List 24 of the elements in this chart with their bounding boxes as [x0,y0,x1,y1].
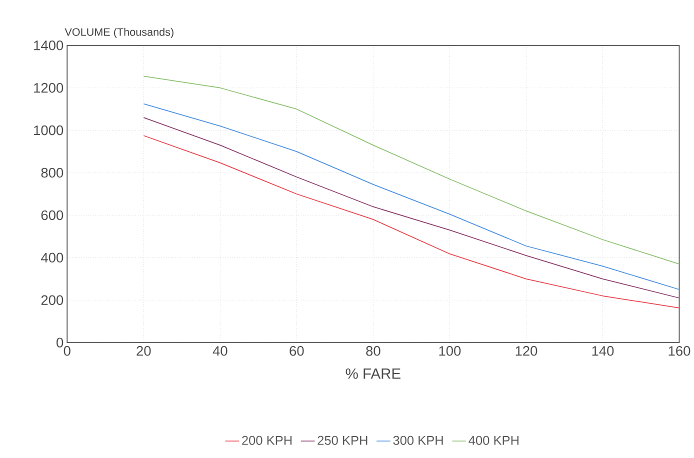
x-tick-label: 160 [668,346,690,356]
y-tick-label: 400 [40,252,64,263]
legend-label: 200 KPH [242,436,292,445]
y-axis-title: VOLUME (Thousands) [64,28,174,38]
x-tick-label: 60 [290,346,304,356]
x-tick-label: 0 [64,346,70,356]
x-tick-label: 120 [516,346,538,356]
x-axis-title: % FARE [346,368,400,379]
x-tick-label: 100 [439,346,461,356]
y-tick-label: 600 [41,210,64,220]
y-tick-label: 200 [41,295,64,305]
y-tick-label: 1200 [34,82,64,93]
legend-label: 400 KPH [468,436,518,445]
y-tick-label: 0 [56,338,64,348]
y-tick-label: 800 [41,168,64,178]
legend-label: 250 KPH [318,436,368,445]
legend-label: 300 KPH [393,436,443,445]
x-tick-label: 40 [212,346,228,356]
y-tick-label: 1400 [34,40,64,50]
x-tick-label: 20 [136,346,151,356]
y-tick-label: 1000 [34,125,64,136]
x-tick-label: 80 [366,346,380,356]
x-tick-label: 140 [592,346,614,356]
line-series [143,76,680,264]
